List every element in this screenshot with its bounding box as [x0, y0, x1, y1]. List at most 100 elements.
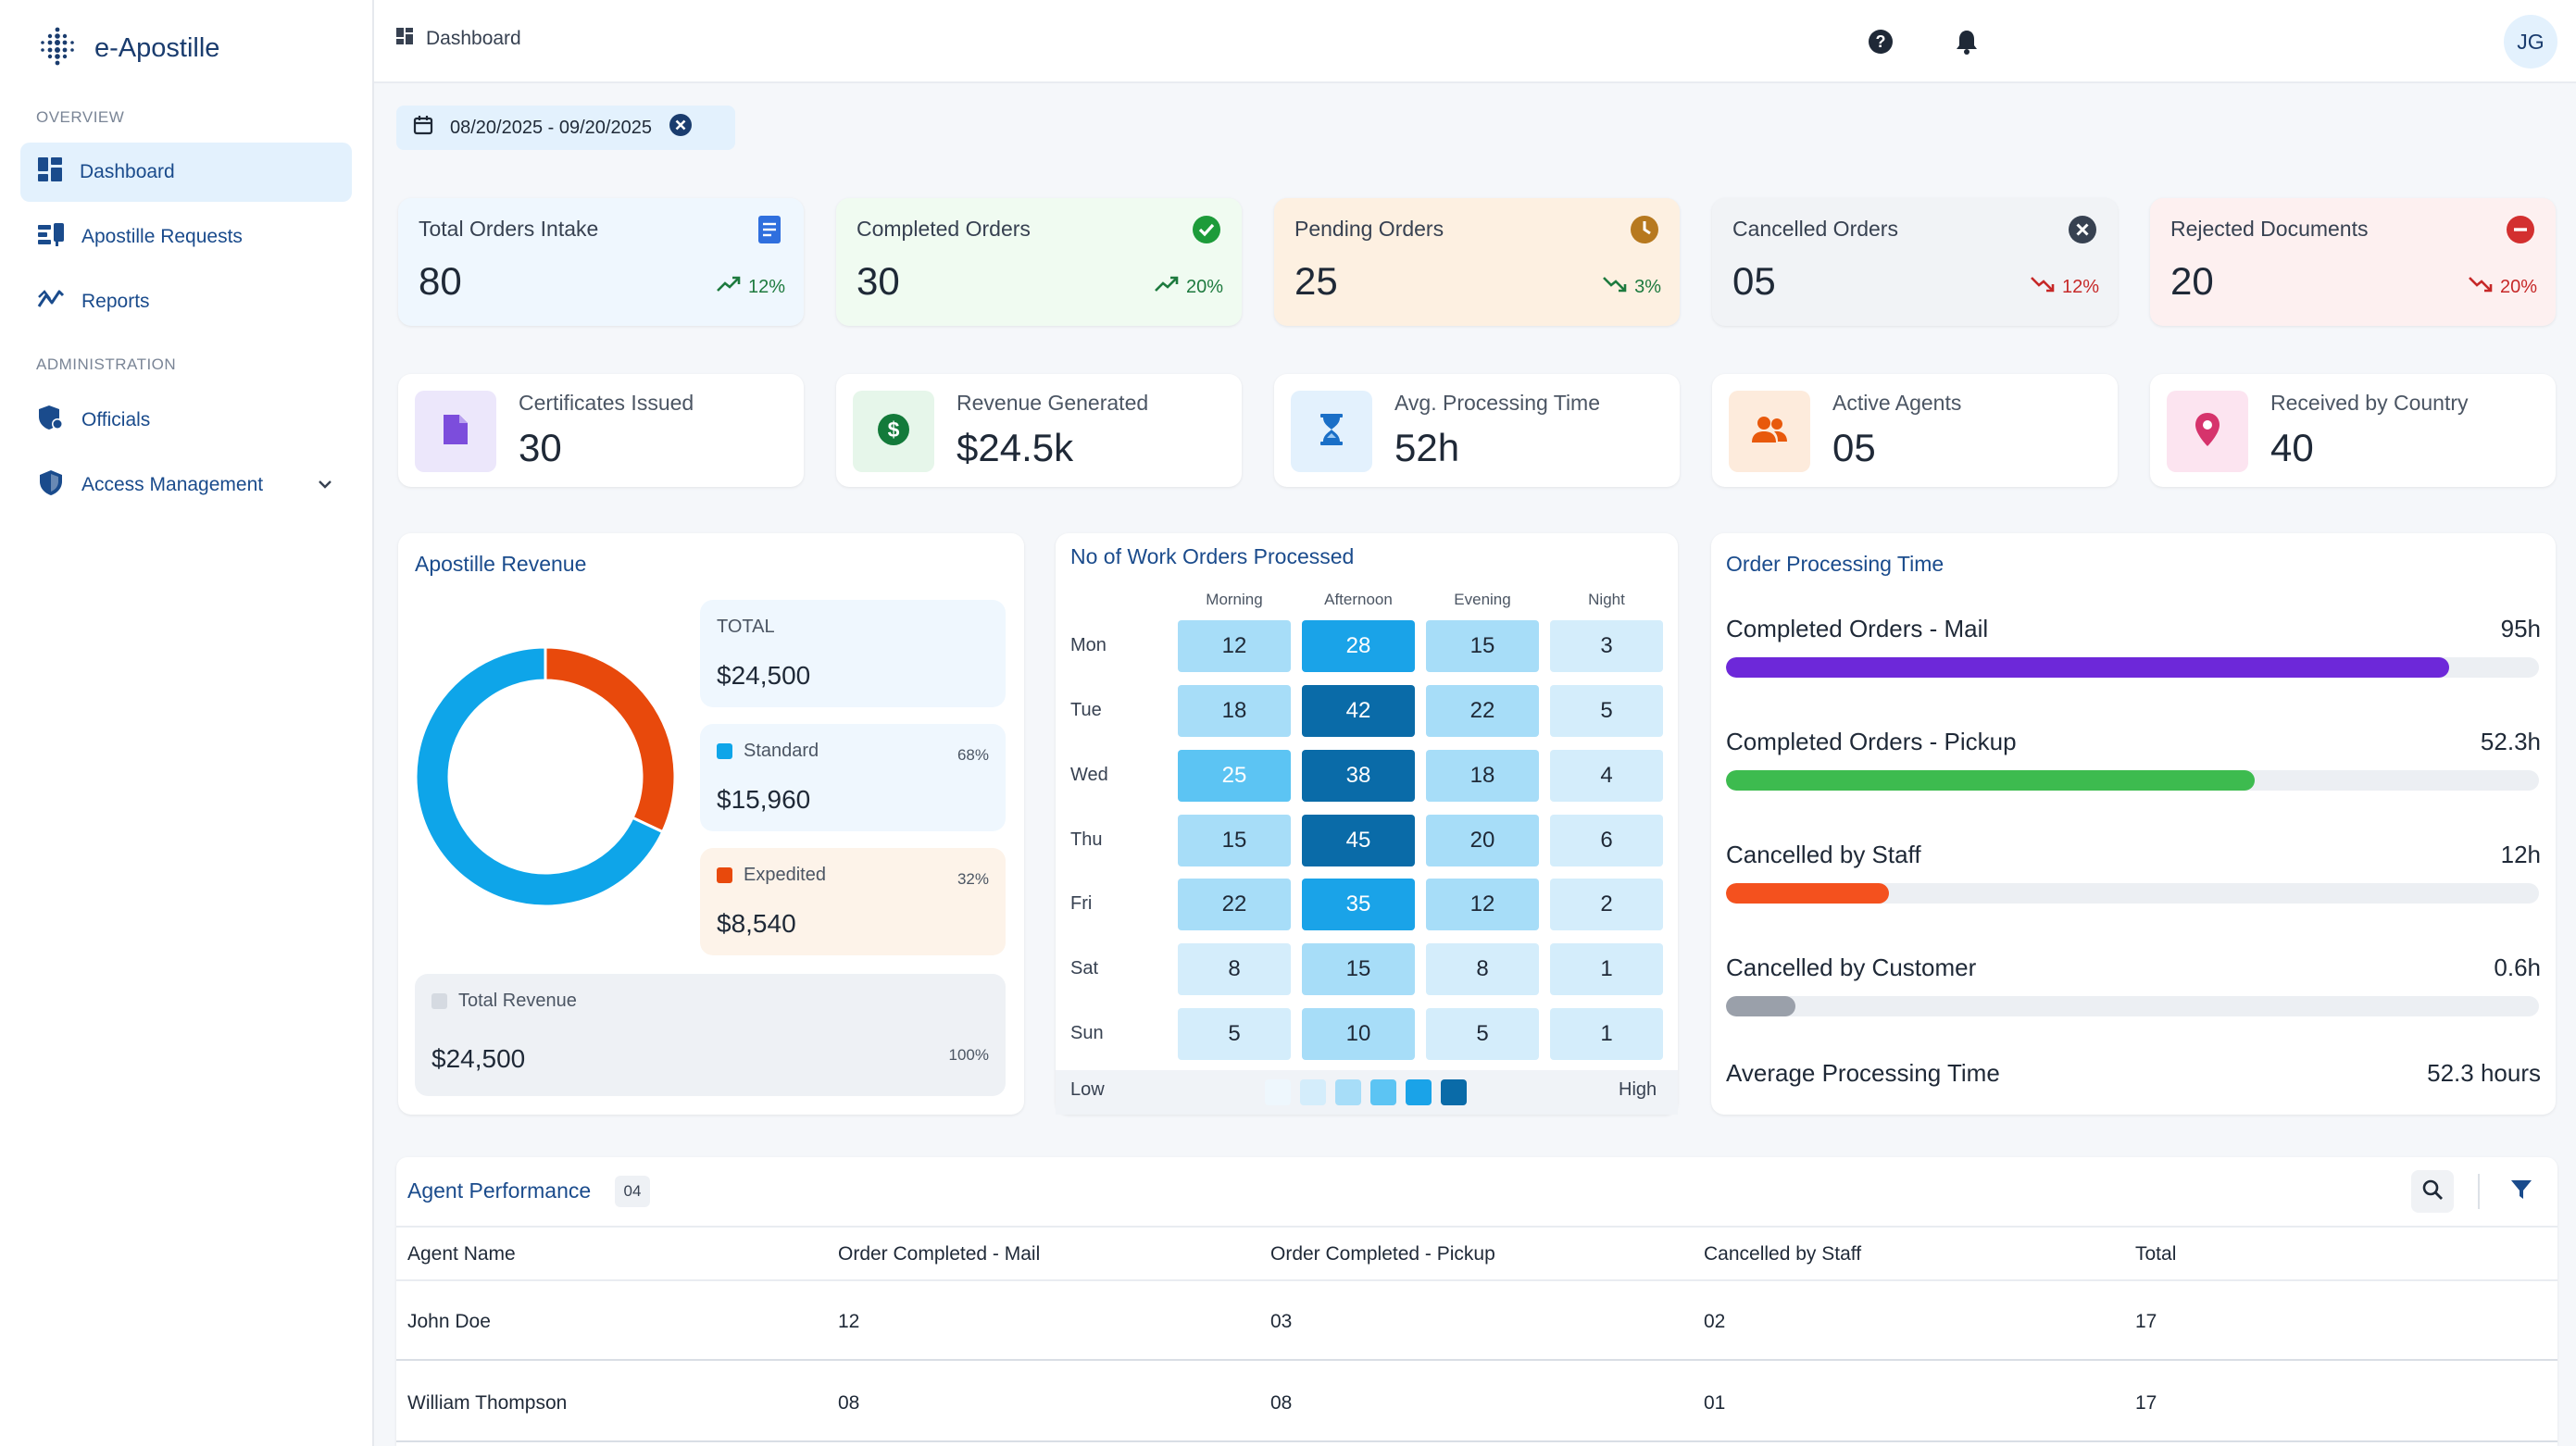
heatmap-cell[interactable]: 18	[1426, 750, 1539, 802]
heatmap-cell[interactable]: 5	[1178, 1008, 1291, 1060]
heatmap-cell[interactable]: 12	[1178, 620, 1291, 672]
heatmap-cell[interactable]: 12	[1426, 879, 1539, 930]
sidebar-item-access-management[interactable]: Access Management	[20, 455, 352, 515]
heatmap-row-label: Mon	[1070, 635, 1107, 655]
section-administration: ADMINISTRATION	[36, 355, 177, 373]
heatmap-cell[interactable]: 3	[1550, 620, 1663, 672]
trend-up-icon	[1155, 276, 1179, 298]
heatmap-cell[interactable]: 4	[1550, 750, 1663, 802]
processing-bar-fill	[1726, 657, 2450, 678]
stat-card-total-orders[interactable]: Total Orders Intake 80 12%	[398, 198, 804, 326]
heatmap-cell[interactable]: 8	[1178, 943, 1291, 995]
heatmap-cell[interactable]: 15	[1178, 815, 1291, 866]
legend-low-label: Low	[1070, 1079, 1105, 1100]
table-row[interactable]	[396, 1363, 2557, 1442]
trend-value: 12%	[2061, 276, 2099, 297]
metric-card-received-by-country[interactable]: Received by Country 40	[2150, 374, 2556, 487]
processing-bar-track	[1726, 657, 2539, 678]
section-overview: OVERVIEW	[36, 108, 125, 126]
stat-card-cancelled-orders[interactable]: Cancelled Orders 05 12%	[1712, 198, 2118, 326]
metric-label: Active Agents	[1832, 391, 1962, 415]
metric-card-certificates[interactable]: Certificates Issued 30	[398, 374, 804, 487]
processing-bar-track	[1726, 883, 2539, 904]
heatmap-cell[interactable]: 25	[1178, 750, 1291, 802]
heatmap-cell[interactable]: 20	[1426, 815, 1539, 866]
breadcrumb: Dashboard	[396, 28, 521, 50]
heatmap-cell[interactable]: 10	[1302, 1008, 1415, 1060]
metric-card-processing-time[interactable]: Avg. Processing Time 52h	[1274, 374, 1680, 487]
heatmap-cell[interactable]: 38	[1302, 750, 1415, 802]
table-header	[396, 1226, 2557, 1281]
chevron-down-icon[interactable]	[317, 476, 333, 498]
table-cell: 02	[1704, 1311, 1726, 1332]
table-column-header[interactable]: Agent Name	[407, 1243, 516, 1265]
metric-card-active-agents[interactable]: Active Agents 05	[1712, 374, 2118, 487]
grand-value: $24,500	[431, 1044, 526, 1073]
heatmap-cell[interactable]: 28	[1302, 620, 1415, 672]
document-icon	[442, 413, 469, 451]
clear-date-icon[interactable]	[669, 113, 693, 143]
donut-slice-standard[interactable]	[414, 645, 665, 908]
stat-card-completed-orders[interactable]: Completed Orders 30 20%	[836, 198, 1242, 326]
heatmap-legend	[1056, 1070, 1678, 1115]
dollar-icon: $	[876, 412, 911, 452]
processing-label: Cancelled by Customer	[1726, 954, 1977, 981]
table-column-header[interactable]: Total	[2135, 1243, 2177, 1265]
processing-value: 52.3h	[2480, 728, 2541, 755]
heatmap-cell[interactable]: 5	[1426, 1008, 1539, 1060]
table-column-header[interactable]: Order Completed - Mail	[838, 1243, 1041, 1265]
agents-icon	[1751, 416, 1788, 448]
brand[interactable]: e-Apostille	[37, 26, 219, 71]
stat-card-pending-orders[interactable]: Pending Orders 25 3%	[1274, 198, 1680, 326]
table-row[interactable]	[396, 1281, 2557, 1361]
heatmap-cell[interactable]: 5	[1550, 685, 1663, 737]
standard-label: Standard	[744, 741, 819, 761]
processing-bar-fill	[1726, 883, 1889, 904]
heatmap-cell[interactable]: 42	[1302, 685, 1415, 737]
heatmap-cell[interactable]: 6	[1550, 815, 1663, 866]
processing-value: 95h	[2500, 615, 2541, 642]
sidebar-item-dashboard[interactable]: Dashboard	[20, 143, 352, 202]
filter-icon[interactable]	[2509, 1178, 2533, 1206]
heatmap-cell[interactable]: 1	[1550, 943, 1663, 995]
date-range-filter[interactable]: 08/20/2025 - 09/20/2025	[396, 106, 735, 150]
legend-high-label: High	[1619, 1079, 1657, 1100]
heatmap-cell[interactable]: 15	[1426, 620, 1539, 672]
heatmap-cell[interactable]: 15	[1302, 943, 1415, 995]
stat-label: Pending Orders	[1294, 217, 1444, 241]
heatmap-cell[interactable]: 2	[1550, 879, 1663, 930]
trend-value: 20%	[2499, 276, 2537, 297]
table-column-header[interactable]: Order Completed - Pickup	[1270, 1243, 1495, 1265]
bell-icon[interactable]	[1951, 26, 1982, 57]
heatmap-cell[interactable]: 35	[1302, 879, 1415, 930]
sidebar: e-Apostille OVERVIEW Dashboard Apostille…	[0, 0, 374, 1446]
processing-panel	[1711, 533, 2556, 1115]
processing-label: Completed Orders - Mail	[1726, 615, 1989, 642]
metric-value: 52h	[1394, 426, 1460, 469]
heatmap-cell[interactable]: 22	[1178, 879, 1291, 930]
requests-icon	[37, 221, 65, 253]
help-icon[interactable]: ?	[1865, 26, 1896, 57]
stat-card-rejected-documents[interactable]: Rejected Documents 20 20%	[2150, 198, 2556, 326]
sidebar-item-apostille-requests[interactable]: Apostille Requests	[20, 207, 352, 267]
stat-trend: 3%	[1603, 276, 1661, 298]
avatar[interactable]: JG	[2504, 15, 2557, 69]
metric-card-revenue[interactable]: $ Revenue Generated $24.5k	[836, 374, 1242, 487]
heatmap-cell[interactable]: 45	[1302, 815, 1415, 866]
metric-value: 30	[519, 426, 562, 469]
table-cell: 17	[2135, 1392, 2157, 1414]
officials-icon	[37, 404, 65, 437]
sidebar-item-officials[interactable]: Officials	[20, 391, 352, 450]
sidebar-item-reports[interactable]: Reports	[20, 272, 352, 331]
date-range-text: 08/20/2025 - 09/20/2025	[450, 117, 652, 138]
table-column-header[interactable]: Cancelled by Staff	[1704, 1243, 1862, 1265]
search-button[interactable]	[2411, 1170, 2454, 1213]
donut-slice-expedited[interactable]	[544, 645, 677, 834]
standard-legend: Standard	[717, 741, 989, 762]
heatmap-cell[interactable]: 22	[1426, 685, 1539, 737]
heatmap-cell[interactable]: 1	[1550, 1008, 1663, 1060]
heatmap-cell[interactable]: 18	[1178, 685, 1291, 737]
heatmap-cell[interactable]: 8	[1426, 943, 1539, 995]
metric-tile: $	[853, 391, 934, 472]
heatmap-column-label: Morning	[1206, 591, 1263, 608]
